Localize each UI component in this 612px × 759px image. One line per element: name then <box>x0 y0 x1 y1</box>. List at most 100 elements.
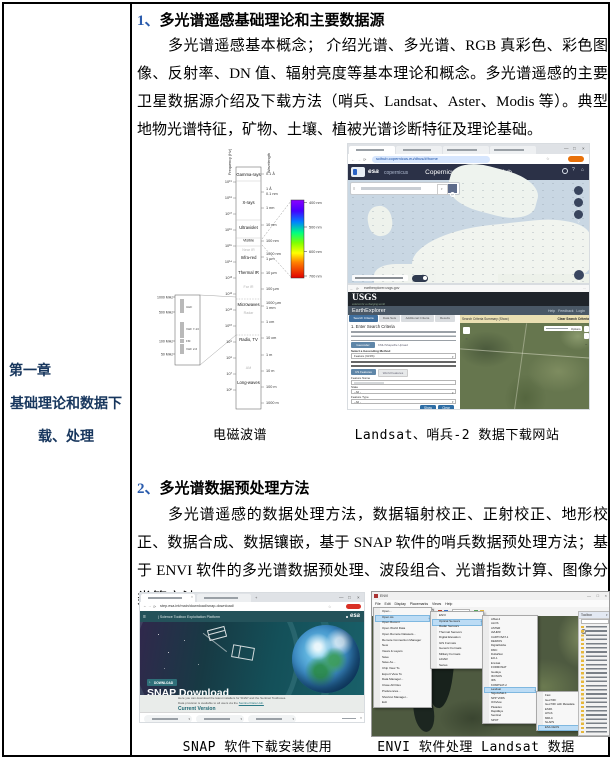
toolbox-header[interactable]: Toolbox ▾ <box>579 612 609 619</box>
usgs-logo[interactable]: USGS <box>352 292 377 303</box>
map-europe[interactable]: ≡ ▾ □ ≡ ? + <box>348 157 589 283</box>
optical-sensors-submenu[interactable]: AlSat-2 ALOS ASTER AVHRR CARTOSAT-1 DEIM… <box>482 615 538 724</box>
intro-line2-text: Data provision is available to all users… <box>178 700 239 705</box>
browser-tab[interactable] <box>349 145 395 159</box>
url-text[interactable]: earthexplorer.usgs.gov <box>364 285 400 290</box>
file-menu[interactable]: Open... Open As Open Recent Open World D… <box>373 607 432 708</box>
freq-tick: 10¹⁰ <box>225 324 232 328</box>
toolbox-search-input[interactable] <box>580 619 609 634</box>
us-features-button[interactable]: US Features <box>351 369 376 375</box>
fullscreen-button[interactable]: □ <box>574 186 583 200</box>
tab-search-criteria[interactable]: Search Criteria <box>349 315 378 322</box>
download-file-chip[interactable]: ▾ <box>144 715 192 722</box>
close-tab-icon[interactable]: × <box>190 595 193 599</box>
state-select[interactable]: - All - ▾ <box>351 389 456 395</box>
geocoding-method-select[interactable]: Feature (GNIS) ▾ <box>351 353 456 359</box>
zoom-in-button[interactable]: + <box>583 326 589 340</box>
menu-bar-items[interactable]: File Edit Display Placemarks Views Help <box>375 601 453 606</box>
user-icon[interactable] <box>562 168 568 174</box>
browser-update-pill[interactable] <box>568 156 584 162</box>
maximize-icon[interactable]: □ <box>596 593 599 598</box>
search-button[interactable] <box>448 183 457 197</box>
layers-button[interactable]: ≡ <box>463 327 470 341</box>
close-downloads-icon[interactable]: × <box>359 716 362 720</box>
back-icon[interactable]: ← <box>351 156 355 162</box>
browser-tab[interactable] <box>490 145 536 154</box>
bookmark-star-icon[interactable]: ☆ <box>546 156 550 161</box>
maximize-icon[interactable]: □ <box>573 146 576 151</box>
browser-tab[interactable] <box>197 594 251 607</box>
layers-button[interactable]: ≡ <box>574 198 583 212</box>
feature-type-value: - All - <box>354 399 361 404</box>
usgs-nav-links[interactable]: Help Feedback Login <box>548 308 585 313</box>
optical-sensor-items[interactable]: AlSat-2 ALOS ASTER AVHRR CARTOSAT-1 DEIM… <box>491 617 509 722</box>
open-as-submenu[interactable]: ENVI Optical Sensors Radar Sensors Therm… <box>430 611 484 669</box>
kml-upload-tab[interactable]: KML/Shapefile Upload <box>378 342 408 347</box>
pin-icon[interactable]: ▾ <box>605 613 608 617</box>
forward-icon[interactable]: → <box>357 156 361 162</box>
forward-icon[interactable]: → <box>148 604 152 609</box>
tab-data-sets[interactable]: Data Sets <box>379 315 400 322</box>
satellite-map[interactable]: ≡ Options + − <box>460 323 589 409</box>
tab-additional-criteria[interactable]: Additional Criteria <box>401 315 434 322</box>
map-search-box[interactable]: ≡ ▾ <box>350 182 460 197</box>
options-label[interactable]: Options <box>570 327 581 331</box>
show-button[interactable]: Show <box>420 405 436 409</box>
landsat-format-items[interactable]: Fast GeoTIFF GeoTIFF with Metadata ESPA … <box>545 693 575 729</box>
map-mode-toggle[interactable] <box>412 274 428 282</box>
info-button[interactable]: ? <box>574 210 583 224</box>
new-tab-icon[interactable]: + <box>255 594 258 600</box>
menu-icon[interactable]: ≡ <box>353 185 356 191</box>
home-icon[interactable]: ⌂ <box>581 167 585 173</box>
bookmark-star-icon[interactable]: ☆ <box>328 605 332 610</box>
reload-icon[interactable]: ⟳ <box>363 156 367 162</box>
minimize-icon[interactable]: — <box>564 146 569 151</box>
reload-icon[interactable]: ⟳ <box>153 605 157 610</box>
sentinel-data-hub-link[interactable]: Sentinel Data Hub. <box>238 700 264 705</box>
download-badge-label: DOWNLOAD <box>154 680 174 685</box>
browser-tab[interactable] <box>443 145 489 154</box>
browser-update-pill[interactable] <box>346 604 361 609</box>
download-file-chip[interactable]: ▾ <box>248 715 296 722</box>
coordinates-pill: Options <box>544 326 582 331</box>
feature-type-select[interactable]: - All - ▾ <box>351 398 456 404</box>
file-menu-items[interactable]: Open... Open As Open Recent Open World D… <box>382 609 422 705</box>
feature-name-input[interactable] <box>351 379 456 385</box>
menu-icon[interactable]: ≡ <box>143 613 146 620</box>
help-icon[interactable]: ? <box>572 167 575 173</box>
submenu-arrow-icon: › <box>480 619 482 624</box>
basemap-button[interactable]: + <box>574 270 584 283</box>
minimize-icon[interactable]: — <box>587 593 591 598</box>
zoom-out-button[interactable]: − <box>583 333 589 347</box>
show-all-downloads[interactable] <box>342 717 356 720</box>
back-icon[interactable]: ← <box>143 604 147 609</box>
download-badge[interactable]: ↓ DOWNLOAD <box>147 679 177 686</box>
browser-tab[interactable] <box>396 145 442 159</box>
world-features-button[interactable]: World Features <box>378 369 408 377</box>
wave-tick: 1 mm <box>266 306 276 310</box>
browser-tab[interactable]: × <box>141 594 195 607</box>
url-text[interactable]: step.esa.int/main/download/snap-download… <box>160 604 234 609</box>
toolbox-folder-icons <box>581 626 584 733</box>
filter-button[interactable]: ▾ <box>437 183 448 195</box>
clear-criteria-link[interactable]: Clear Search Criteria <box>557 317 589 322</box>
close-icon[interactable]: × <box>582 146 585 151</box>
download-file-chip[interactable]: ▾ <box>196 715 244 722</box>
maximize-icon[interactable]: □ <box>348 594 351 600</box>
back-icon[interactable]: ← <box>350 286 354 291</box>
minimize-icon[interactable]: — <box>339 594 344 600</box>
clear-button[interactable]: Clear <box>438 405 454 409</box>
tab-results[interactable]: Results <box>435 315 455 322</box>
toolbox-tree-items[interactable] <box>585 626 607 733</box>
open-as-items[interactable]: ENVI Optical Sensors Radar Sensors Therm… <box>439 613 462 667</box>
url-field[interactable]: scihub.copernicus.eu/dhus/#/home <box>372 155 490 163</box>
geocoder-tab[interactable]: Geocoder <box>351 342 375 348</box>
summary-text[interactable]: Search Criteria Summary (Show) <box>462 317 509 322</box>
reload-icon[interactable]: ⟳ <box>356 286 359 291</box>
section2-number: 2、 <box>137 481 160 497</box>
freq-tick: 10¹³ <box>225 276 232 280</box>
overflow-menu-icon[interactable]: ⋯ <box>582 286 587 291</box>
close-icon[interactable]: × <box>357 594 360 600</box>
esa-logo-text: esa <box>368 168 379 175</box>
close-icon[interactable]: × <box>604 593 607 598</box>
